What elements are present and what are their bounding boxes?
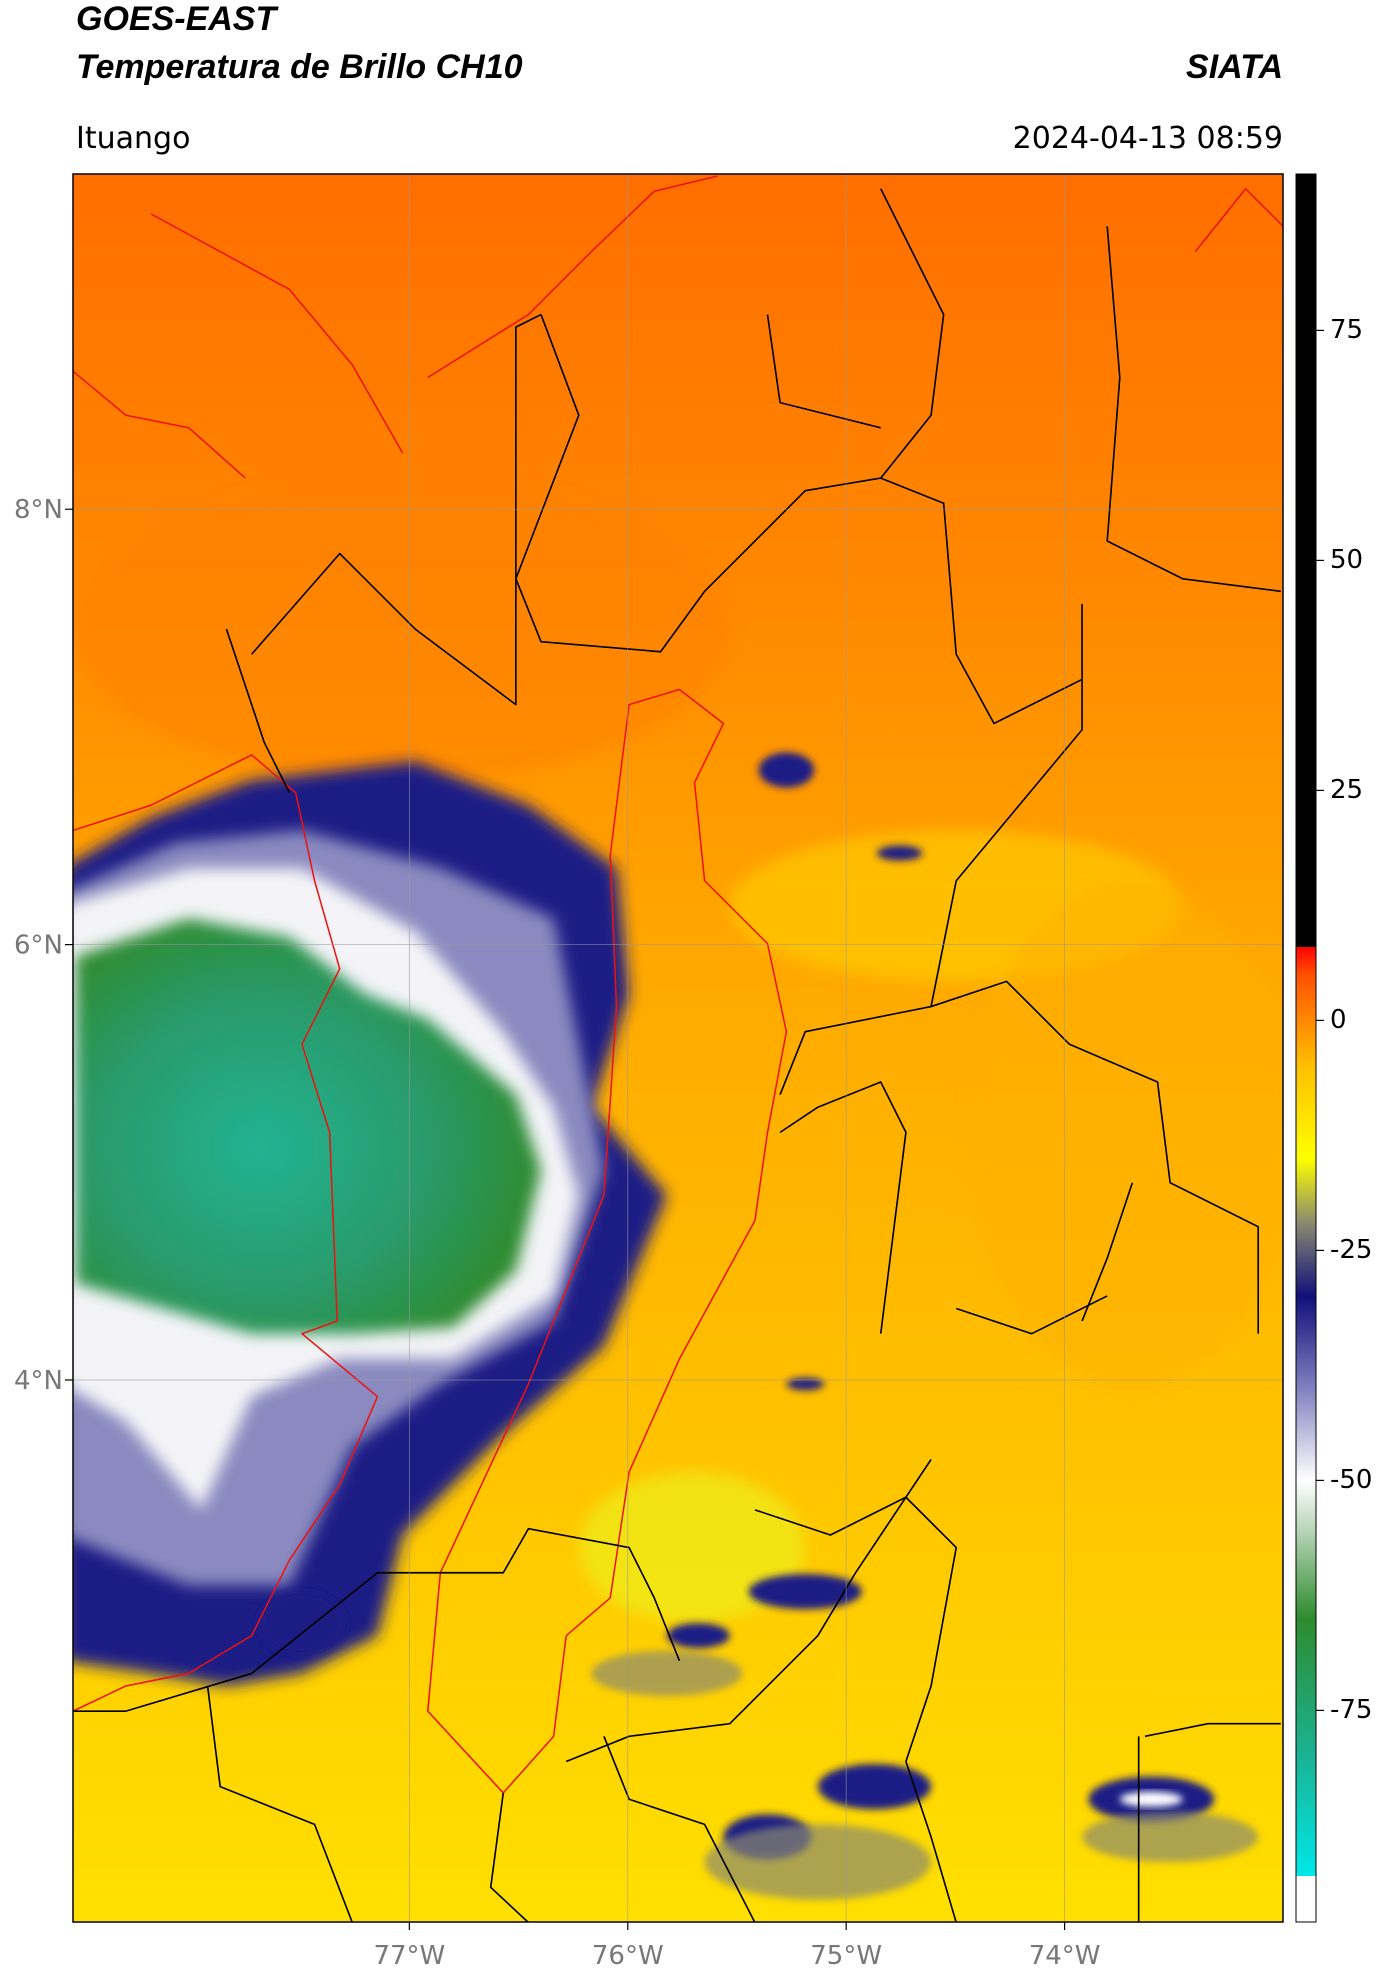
colorbar-tick-label: -25	[1330, 1235, 1372, 1265]
colorbar	[1295, 173, 1317, 1923]
imagery	[73, 175, 1283, 1922]
map-area	[73, 174, 1283, 1922]
location: Ituango	[76, 121, 190, 156]
datetime: 2024-04-13 08:59	[1013, 121, 1283, 156]
colorbar-tick-label: -75	[1330, 1695, 1372, 1725]
x-tick-label: 76°W	[592, 1941, 664, 1971]
colorbar-tick-label: 25	[1330, 775, 1363, 805]
subtitle: Temperatura de Brillo CH10	[76, 48, 523, 86]
y-tick-label: 4°N	[14, 1366, 63, 1396]
x-tick-label: 75°W	[810, 1941, 882, 1971]
source: SIATA	[1186, 48, 1283, 86]
colorbar-tick-label: 75	[1330, 315, 1363, 345]
y-tick-label: 8°N	[14, 495, 63, 525]
x-tick-label: 77°W	[373, 1941, 445, 1971]
grid	[73, 174, 1283, 1922]
colorbar-tick-label: 0	[1330, 1005, 1347, 1035]
x-tick-label: 74°W	[1029, 1941, 1101, 1971]
colorbar-tick-label: -50	[1330, 1465, 1372, 1495]
colorbar-tick-label: 50	[1330, 545, 1363, 575]
title: GOES-EAST	[76, 0, 279, 38]
map-frame	[72, 173, 1284, 1923]
y-tick-label: 6°N	[14, 931, 63, 961]
